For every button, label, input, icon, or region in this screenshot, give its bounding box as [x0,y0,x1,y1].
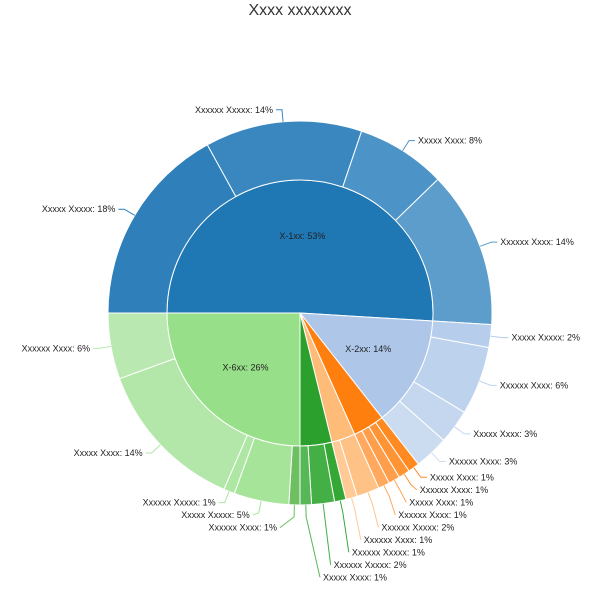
outer-segment-label: Xxxxxx Xxxx: 1% [364,535,433,545]
outer-segment-label: Xxxxx Xxxx: 14% [74,448,143,458]
leader-line [322,503,332,565]
outer-segment-label: Xxxxx Xxxxx: 5% [181,510,250,520]
outer-segment-label: Xxxxxx Xxxx: 1% [208,523,277,533]
outer-segment-label: Xxxxxx Xxxxx: 1% [143,498,216,508]
leader-line [402,140,416,151]
chart-title: Xxxx xxxxxxxx [248,2,351,19]
leader-line [275,109,284,122]
outer-segment[interactable] [107,312,176,380]
outer-segment-label: Xxxxxx Xxxxx: 2% [381,522,454,532]
inner-labels: X-1xx: 53% X-2xx: 14% X-6xx: 26% [222,231,391,373]
outer-segment-label: Xxxxx Xxxx: 1% [430,472,494,482]
leader-line [145,444,161,454]
leader-line [490,335,509,339]
outer-segment-label: Xxxxx Xxxx: 1% [409,497,473,507]
outer-segment-label: Xxxxxx Xxxx: 14% [500,237,574,247]
outer-segment-label: Xxxxxx Xxxx: 6% [500,380,569,390]
leader-line [93,345,112,349]
outer-segment-label: Xxxxx Xxxx: 3% [473,429,537,439]
outer-segment-label: Xxxxxx Xxxx: 1% [420,485,489,495]
leader-line [413,467,427,478]
outer-ring [107,120,493,506]
outer-segment-label: Xxxxxx Xxxxx: 14% [195,105,273,115]
leader-line [252,500,262,516]
inner-segment-label: X-6xx: 26% [222,363,268,373]
outer-segment-label: Xxxxx Xxxxx: 18% [42,204,116,214]
leader-line [118,208,135,216]
leader-line [393,479,407,503]
outer-segment-label: Xxxxx Xxxx: 8% [418,136,482,146]
outer-segment-label: Xxxxxx Xxxx: 3% [449,457,518,467]
leader-line [218,491,230,504]
outer-segment-label: Xxxxxx Xxxxx: 2% [334,560,407,570]
leader-line [479,380,497,386]
leader-line [431,452,446,463]
leader-line [279,504,295,528]
outer-labels: Xxxxx Xxxx: 8% Xxxxxx Xxxx: 14% Xxxxx Xxxx… [22,105,580,583]
leader-line [305,504,321,578]
inner-segment-label: X-2xx: 14% [345,344,391,354]
leader-line [454,426,471,435]
leader-line [367,492,379,528]
outer-segment-label: Xxxxxx Xxxxx: 1% [352,547,425,557]
outer-segment-label: Xxxxx Xxxxx: 2% [512,333,581,343]
leader-lines [93,109,509,578]
inner-ring [166,179,434,447]
outer-segment-label: Xxxxx Xxxx: 1% [323,572,387,582]
leader-line [351,497,362,540]
leader-line [383,485,396,515]
outer-segment-label: Xxxxxx Xxxx: 1% [398,510,467,520]
outer-segment-label: Xxxxxx Xxxx: 6% [22,343,91,353]
leader-line [479,241,498,247]
leader-line [339,500,350,553]
leader-line [403,473,418,491]
inner-segment-label: X-1xx: 53% [279,231,325,241]
